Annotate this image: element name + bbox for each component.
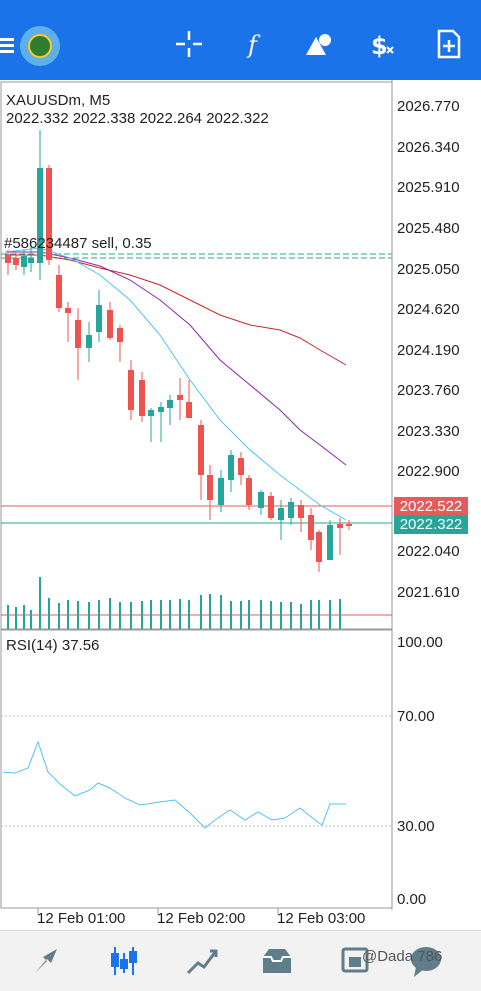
price-tick: 2026.770 <box>397 98 460 115</box>
price-panel-frame <box>0 81 393 630</box>
candle-body <box>346 524 352 526</box>
rsi-tick: 100.00 <box>397 634 443 651</box>
candle-body <box>228 455 234 480</box>
candle-body <box>148 410 154 416</box>
price-tick: 2025.480 <box>397 220 460 237</box>
candle-body <box>238 458 244 475</box>
dollar-icon[interactable]: $ <box>368 29 398 59</box>
function-icon[interactable]: f <box>240 29 270 59</box>
chat-bubble-icon[interactable] <box>408 943 444 979</box>
rsi-panel-frame <box>0 629 393 909</box>
svg-text:f: f <box>246 31 261 59</box>
ma-fast <box>4 247 347 521</box>
candle-body <box>65 308 71 313</box>
price-tick: 2021.610 <box>397 584 460 601</box>
candle-body <box>308 515 314 540</box>
rsi-tick: 30.00 <box>397 818 435 835</box>
price-tick: 2022.900 <box>397 463 460 480</box>
order-label[interactable]: #586234487 sell, 0.35 <box>4 235 152 252</box>
time-tick: 12 Feb 02:00 <box>157 910 246 927</box>
price-tick: 2023.330 <box>397 423 460 440</box>
price-tick: 2026.340 <box>397 139 460 156</box>
candle-body <box>28 258 34 263</box>
watermark: @Dada 786 <box>362 948 443 965</box>
candle-body <box>258 492 264 508</box>
price-tick: 2025.910 <box>397 179 460 196</box>
candle-body <box>177 395 183 400</box>
price-tick: 2023.760 <box>397 382 460 399</box>
candle-body <box>198 425 204 475</box>
rsi-label: RSI(14) 37.56 <box>6 637 100 654</box>
bottom-navigation <box>0 930 481 991</box>
candle-body <box>117 328 123 342</box>
top-toolbar: f $ <box>0 0 481 80</box>
candle-body <box>167 400 173 408</box>
crosshair-icon[interactable] <box>174 29 204 59</box>
candle-body <box>288 502 294 518</box>
candle-body <box>75 320 81 348</box>
candle-body <box>128 370 134 410</box>
candle-body <box>207 475 213 500</box>
ask-price-tag: 2022.522 <box>394 497 468 516</box>
quotes-icon[interactable] <box>31 943 67 979</box>
candle-body <box>5 255 11 263</box>
candle-body <box>86 335 92 348</box>
price-tick: 2025.050 <box>397 261 460 278</box>
price-chart[interactable] <box>0 80 481 930</box>
rsi-line <box>2 740 346 829</box>
candle-body <box>327 525 333 560</box>
price-tick: 2022.040 <box>397 543 460 560</box>
candle-body <box>139 380 145 416</box>
time-tick: 12 Feb 03:00 <box>277 910 366 927</box>
candle-body <box>158 407 164 412</box>
messages-icon[interactable] <box>340 943 376 979</box>
candle-body <box>218 478 224 505</box>
chart-icon[interactable] <box>106 943 142 979</box>
new-order-icon[interactable] <box>434 29 464 59</box>
price-tick: 2024.620 <box>397 301 460 318</box>
history-icon[interactable] <box>259 943 295 979</box>
rsi-tick: 70.00 <box>397 708 435 725</box>
candle-body <box>268 496 274 518</box>
bid-price-tag: 2022.322 <box>394 515 468 534</box>
ma-slow <box>5 254 347 366</box>
menu-icon[interactable] <box>0 38 14 54</box>
svg-text:$: $ <box>371 32 388 59</box>
candle-body <box>46 168 52 260</box>
app-logo[interactable] <box>20 26 60 66</box>
candle-body <box>107 310 113 338</box>
candle-body <box>37 168 43 263</box>
candle-body <box>56 275 62 308</box>
shapes-icon[interactable] <box>304 29 334 59</box>
candle-body <box>96 305 102 332</box>
price-tick: 2024.190 <box>397 342 460 359</box>
rsi-tick: 0.00 <box>397 891 427 908</box>
candle-body <box>298 505 304 518</box>
symbol-label: XAUUSDm, M5 <box>6 92 111 109</box>
candle-body <box>337 524 343 528</box>
trade-icon[interactable] <box>184 943 220 979</box>
candle-body <box>316 532 322 562</box>
candle-body <box>246 478 252 505</box>
chart-area[interactable]: XAUUSDm, M5 2022.332 2022.338 2022.264 2… <box>0 80 481 930</box>
candle-body <box>21 256 27 267</box>
ohlc-label: 2022.332 2022.338 2022.264 2022.322 <box>6 110 269 127</box>
candle-body <box>13 258 19 265</box>
candle-body <box>278 508 284 520</box>
candle-body <box>186 402 192 418</box>
time-tick: 12 Feb 01:00 <box>37 910 126 927</box>
